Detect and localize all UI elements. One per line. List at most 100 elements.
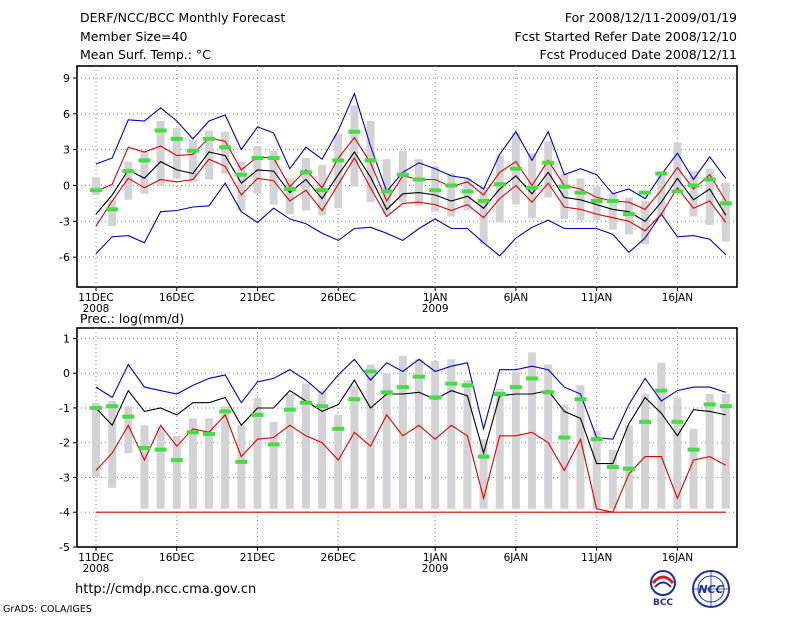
temperature-spread-bar [301, 157, 310, 211]
precipitation-median-mark [170, 458, 183, 463]
temperature-median-mark [138, 158, 151, 163]
precipitation-median-mark [186, 430, 199, 435]
temperature-median-mark [251, 155, 264, 160]
temperature-median-mark [703, 177, 716, 182]
temperature-spread-bar [92, 177, 100, 196]
temperature-median-mark [106, 207, 119, 212]
temperature-median-mark [509, 166, 522, 171]
temperature-median-mark [122, 169, 135, 174]
temperature-xtick-label: 21DEC [240, 292, 275, 304]
figure-title: DERF/NCC/BCC Monthly Forecast [80, 10, 286, 25]
precipitation-spread-bar [156, 427, 165, 509]
precipitation-spread-bar [382, 373, 391, 509]
precipitation-median-mark [622, 466, 635, 471]
temperature-median-mark [445, 183, 458, 188]
precipitation-median-mark [251, 412, 264, 417]
temperature-spread-bar [285, 178, 294, 215]
precipitation-median-mark [380, 390, 393, 395]
bcc-logo-text: BCC [653, 598, 673, 608]
precipitation-median-mark [687, 447, 700, 452]
temperature-spread-bar [560, 173, 569, 219]
precipitation-spread-bar [269, 421, 278, 509]
temperature-xtick-label: 1JAN [423, 292, 448, 304]
precipitation-spread-bar [592, 430, 601, 509]
temperature-spread-bar [124, 161, 133, 200]
precipitation-median-mark [316, 404, 329, 409]
prec-subtitle: Prec.: log(mm/d) [80, 311, 184, 326]
precipitation-minus-std-line [95, 413, 727, 513]
temperature-median-mark [364, 158, 377, 163]
precipitation-ytick-label: -2 [59, 437, 70, 450]
precipitation-spread-bar [673, 397, 682, 509]
precipitation-xtick-label: 11DEC [78, 552, 113, 564]
credit-label: GrADS: COLA/IGES [3, 604, 92, 615]
temperature-spread-bar [447, 173, 456, 217]
precipitation-xtick-label: 11JAN [581, 552, 612, 564]
temperature-median-mark [461, 189, 474, 194]
temperature-spread-bar [188, 140, 197, 182]
precipitation-spread-bar [172, 435, 181, 509]
temperature-spread-bar [237, 161, 246, 211]
precipitation-median-mark [396, 385, 409, 390]
precipitation-ytick-label: -5 [59, 541, 70, 554]
temperature-ytick-label: -3 [59, 215, 70, 228]
precipitation-median-mark [138, 445, 151, 450]
precipitation-median-mark [477, 454, 490, 459]
temperature-spread-bar [479, 186, 488, 244]
precipitation-spread-bar [221, 406, 230, 509]
precipitation-spread-bar [511, 371, 520, 509]
precipitation-median-mark [413, 374, 425, 379]
temperature-spread-bar [721, 183, 730, 242]
temperature-spread-bar [689, 171, 698, 217]
temperature-median-mark [299, 170, 312, 175]
start-date-label: Fcst Started Refer Date 2008/12/10 [514, 29, 738, 44]
temperature-median-mark [542, 160, 555, 165]
precipitation-median-mark [655, 388, 668, 393]
temperature-median-mark [267, 155, 280, 160]
temperature-median-mark [413, 177, 425, 182]
temperature-minus-std-line [95, 156, 727, 232]
temperature-median-mark [671, 189, 684, 194]
source-url[interactable]: http://cmdp.ncc.cma.gov.cn [75, 582, 257, 597]
temperature-plus-std-line [95, 136, 727, 211]
precipitation-xtick-label: 1JAN [423, 552, 448, 564]
precipitation-spread-bar [689, 428, 698, 509]
precipitation-xtick-year: 2008 [83, 563, 110, 575]
bcc-logo-icon: BCC [650, 570, 676, 608]
temperature-median-mark [219, 145, 232, 150]
precipitation-median-mark [267, 442, 280, 447]
temperature-median-mark [332, 158, 345, 163]
temperature-median-mark [90, 188, 102, 193]
precipitation-spread-bar [657, 362, 666, 509]
precipitation-median-mark [719, 404, 732, 409]
temperature-xtick-label: 6JAN [504, 292, 529, 304]
temperature-xtick-label: 11DEC [78, 292, 113, 304]
temperature-spread-bar [657, 173, 666, 217]
temperature-median-mark [477, 198, 490, 203]
member-size-label: Member Size=40 [80, 29, 188, 44]
temperature-median-mark [526, 185, 539, 190]
precipitation-median-mark [639, 419, 652, 424]
precipitation-spread-bar [415, 359, 423, 509]
precipitation-median-mark [606, 465, 619, 470]
temperature-median-mark [186, 148, 199, 153]
precipitation-median-mark [558, 435, 571, 440]
precipitation-median-mark [461, 383, 474, 388]
temperature-spread-bar [334, 134, 343, 209]
precipitation-median-mark [364, 369, 377, 374]
precipitation-ytick-label: -4 [59, 506, 70, 519]
temperature-median-mark [622, 212, 635, 217]
precipitation-spread-bar [285, 394, 294, 509]
temperature-spread-bar [576, 178, 585, 221]
temperature-median-mark [380, 189, 393, 194]
temperature-median-mark [606, 198, 619, 203]
precipitation-median-mark [574, 397, 587, 402]
temperature-spread-bar [140, 152, 149, 194]
precipitation-spread-bar [366, 364, 375, 509]
precipitation-ytick-label: -1 [59, 402, 70, 415]
precipitation-spread-bar [253, 397, 262, 509]
precipitation-median-mark [122, 414, 135, 419]
temperature-xtick-label: 16JAN [662, 292, 693, 304]
